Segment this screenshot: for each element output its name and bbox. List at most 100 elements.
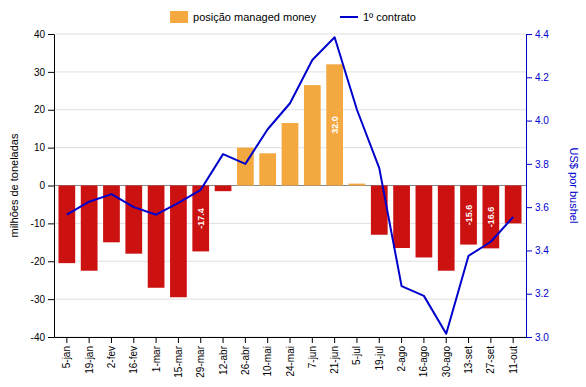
legend-label: posição managed money [193, 11, 316, 23]
grid-line [54, 261, 526, 262]
tick-mark [490, 337, 491, 343]
grid-line [54, 109, 526, 110]
tick-mark [48, 261, 54, 262]
y2-tick-label: 3.4 [535, 245, 549, 256]
bar-series [58, 64, 521, 297]
x-tick-label: 10-mai [262, 346, 273, 377]
tick-mark [66, 337, 67, 343]
x-tick-label: 2-ago [396, 346, 407, 372]
y-tick: 0 [39, 180, 54, 191]
y-tick: -20 [31, 256, 54, 267]
x-tick-label: 13-set [463, 346, 474, 374]
marks [58, 37, 521, 334]
y2-tick: 3.0 [526, 332, 549, 343]
x-tick-label: 5-jan [61, 346, 72, 368]
x-tick: 13-set [463, 337, 474, 374]
bar [438, 186, 455, 271]
x-tick-label: 30-ago [441, 346, 452, 378]
x-tick-label: 24-mai [285, 346, 296, 377]
y2-tick-label: 4.0 [535, 115, 549, 126]
x-tick-label: 27-set [485, 346, 496, 374]
x-tick: 11-out [508, 337, 519, 374]
y-tick: -10 [31, 218, 54, 229]
x-axis: 5-jan19-jan2-fev16-fev1-mar15-mar29-mar1… [55, 337, 527, 378]
grid-line [54, 223, 526, 224]
line [67, 37, 513, 334]
y2-tick: 3.2 [526, 288, 549, 299]
y-tick: 20 [34, 104, 54, 115]
chart: 5-jan19-jan2-fev16-fev1-mar15-mar29-mar1… [0, 0, 586, 387]
y-tick-label: 10 [34, 142, 46, 153]
x-tick-label: 11-out [508, 346, 519, 374]
tick-mark [48, 72, 54, 73]
x-tick: 5-jul [351, 337, 362, 365]
y2-tick: 4.4 [526, 29, 549, 40]
x-tick-label: 19-jan [84, 346, 95, 374]
grid [54, 34, 526, 337]
axis-line [54, 35, 55, 338]
tick-mark [468, 337, 469, 343]
bar [58, 186, 75, 264]
x-tick-label: 1-mar [151, 345, 162, 372]
y2-tick-label: 3.0 [535, 332, 549, 343]
annotations: 32.0-17.4-15.6-16.6 [196, 116, 496, 229]
legend-label: 1º contrato [363, 11, 416, 23]
y-tick: 30 [34, 67, 54, 78]
bar [349, 184, 366, 186]
x-tick-label: 5-jul [351, 346, 362, 365]
x-tick-label: 7-jun [307, 346, 318, 368]
x-tick-label: 26-abr [240, 345, 251, 375]
x-tick: 12-abr [218, 337, 229, 375]
y2-tick: 4.2 [526, 72, 549, 83]
grid-line [54, 71, 526, 72]
x-tick: 5-jan [61, 337, 72, 368]
tick-mark [526, 77, 532, 78]
bar [326, 64, 343, 185]
tick-mark [267, 337, 268, 343]
y2-axis-title: US$ por bushel [568, 148, 580, 224]
tick-mark [312, 337, 313, 343]
bar [192, 186, 209, 252]
x-tick-label: 2-fev [106, 346, 117, 368]
tick-mark [513, 337, 514, 343]
x-tick: 26-abr [240, 337, 251, 375]
tick-mark [526, 164, 532, 165]
y2-tick-label: 4.2 [535, 72, 549, 83]
x-tick: 29-mar [195, 337, 206, 378]
y-tick: 40 [34, 29, 54, 40]
tick-mark [48, 299, 54, 300]
y2-tick: 4.0 [526, 115, 549, 126]
tick-mark [334, 337, 335, 343]
bar [482, 186, 499, 249]
bar [460, 186, 477, 245]
bar [259, 153, 276, 185]
tick-mark [48, 148, 54, 149]
bar [304, 85, 321, 185]
tick-mark [526, 294, 532, 295]
y-tick-label: -20 [31, 256, 46, 267]
tick-mark [526, 337, 532, 338]
legend-swatch [170, 11, 188, 23]
x-tick: 7-jun [307, 337, 318, 368]
y-axis-title: milhões de toneladas [8, 133, 20, 237]
grid-line [54, 34, 526, 35]
tick-mark [526, 207, 532, 208]
x-tick: 19-jan [84, 337, 95, 374]
tick-mark [526, 34, 532, 35]
tick-mark [178, 337, 179, 343]
tick-mark [200, 337, 201, 343]
x-tick: 16-fev [128, 337, 139, 374]
tick-mark [526, 250, 532, 251]
tick-mark [379, 337, 380, 343]
y-tick-label: 0 [39, 180, 45, 191]
tick-mark [133, 337, 134, 343]
tick-mark [111, 337, 112, 343]
x-tick-label: 19-jul [374, 346, 385, 370]
tick-mark [356, 337, 357, 343]
x-tick: 21-jun [329, 337, 340, 374]
bar [148, 186, 165, 288]
bar [215, 186, 232, 192]
bar [282, 123, 299, 185]
tick-mark [401, 337, 402, 343]
tick-mark [48, 110, 54, 111]
